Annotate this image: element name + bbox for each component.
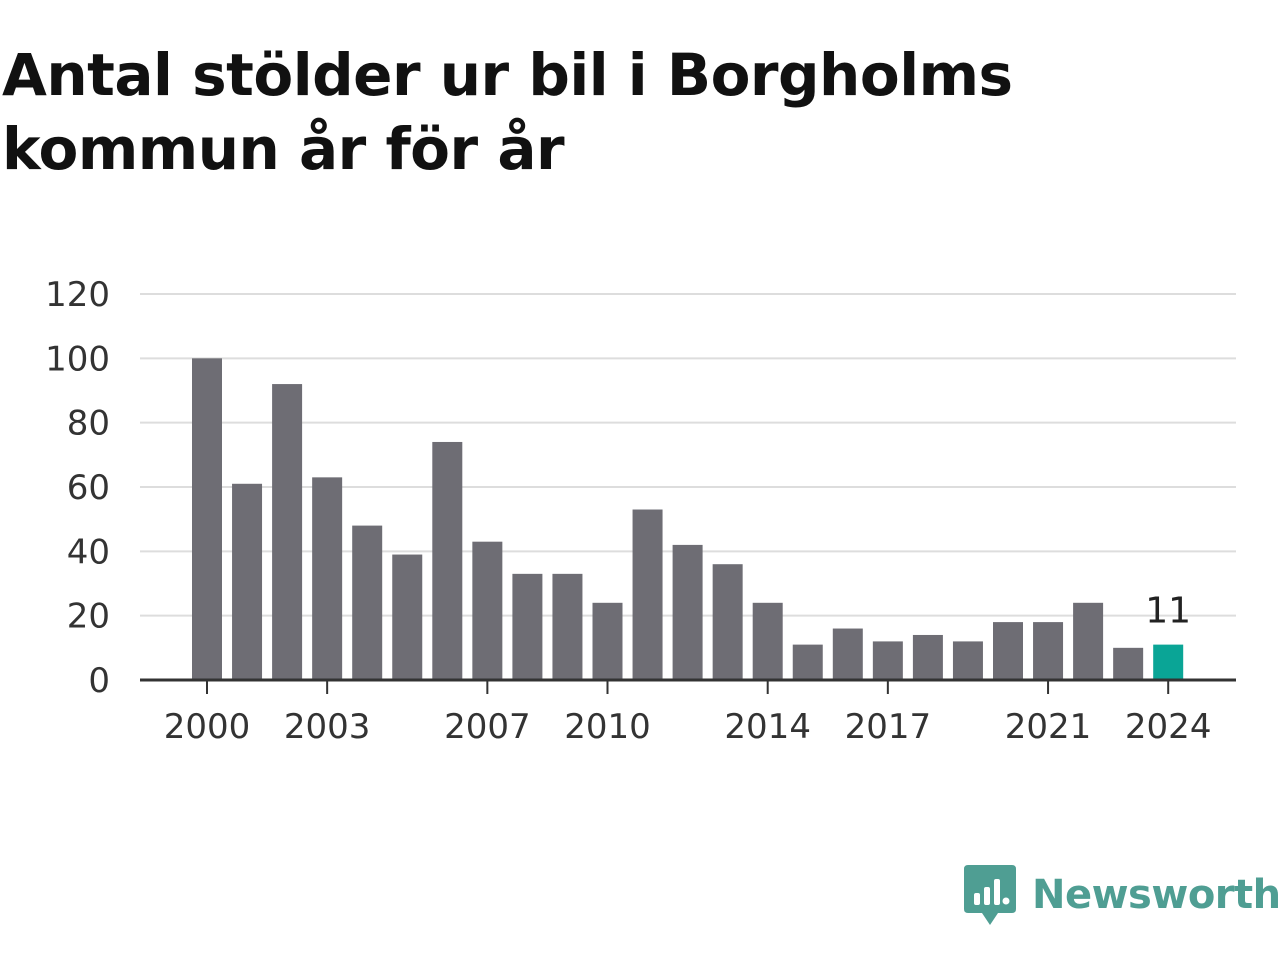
y-tick-label: 120: [45, 275, 110, 315]
x-axis: 2000 2003 2007 2010 2014 2017 2021 2024: [140, 678, 1236, 747]
data-label: 11: [1145, 591, 1191, 632]
brand-name: Newsworthy: [1032, 872, 1280, 918]
data-labels: 11: [1145, 591, 1191, 632]
x-tick-label: 2017: [845, 707, 932, 747]
bar: [1153, 644, 1184, 680]
bar: [552, 573, 583, 680]
brand-logo: Newsworthy: [962, 862, 1280, 928]
bar: [312, 477, 343, 680]
bar: [712, 564, 743, 680]
bar: [232, 483, 263, 680]
bar: [352, 525, 383, 680]
y-tick-label: 40: [67, 532, 110, 572]
x-tick-label: 2010: [564, 707, 651, 747]
bar: [832, 628, 863, 680]
bar: [672, 544, 703, 680]
x-tick-label: 2014: [724, 707, 811, 747]
y-tick-label: 100: [45, 339, 110, 379]
bar: [512, 573, 543, 680]
bar: [192, 358, 222, 680]
bar: [792, 644, 823, 680]
y-tick-label: 60: [67, 468, 110, 508]
bar: [872, 641, 903, 680]
bar: [1033, 622, 1064, 680]
y-axis-ticks: 0 20 40 60 80 100 120: [45, 275, 110, 701]
bar: [1113, 647, 1144, 680]
bar: [272, 384, 303, 680]
bar: [632, 509, 663, 680]
bar: [912, 634, 943, 680]
bar: [432, 441, 463, 680]
bar: [592, 602, 623, 680]
x-tick-label: 2021: [1005, 707, 1092, 747]
x-tick-label: 2007: [444, 707, 531, 747]
bar: [392, 554, 423, 680]
x-tick-label: 2000: [164, 707, 251, 747]
newsworthy-logo-icon: [964, 865, 1016, 925]
y-tick-label: 0: [88, 661, 110, 701]
bar: [472, 541, 503, 680]
bar: [1073, 602, 1104, 680]
bar: [952, 641, 983, 680]
bars: [192, 358, 1184, 680]
bar: [752, 602, 783, 680]
x-tick-label: 2024: [1125, 707, 1212, 747]
bar-chart: 0 20 40 60 80 100 120 2000 2003 2007 2010 2014 2017…: [45, 275, 1236, 747]
y-tick-label: 20: [67, 597, 110, 637]
x-tick-label: 2003: [284, 707, 371, 747]
y-tick-label: 80: [67, 404, 110, 444]
chart-title: Antal stölder ur bil i Borgholms kommun …: [2, 41, 1013, 183]
bar: [993, 622, 1023, 680]
